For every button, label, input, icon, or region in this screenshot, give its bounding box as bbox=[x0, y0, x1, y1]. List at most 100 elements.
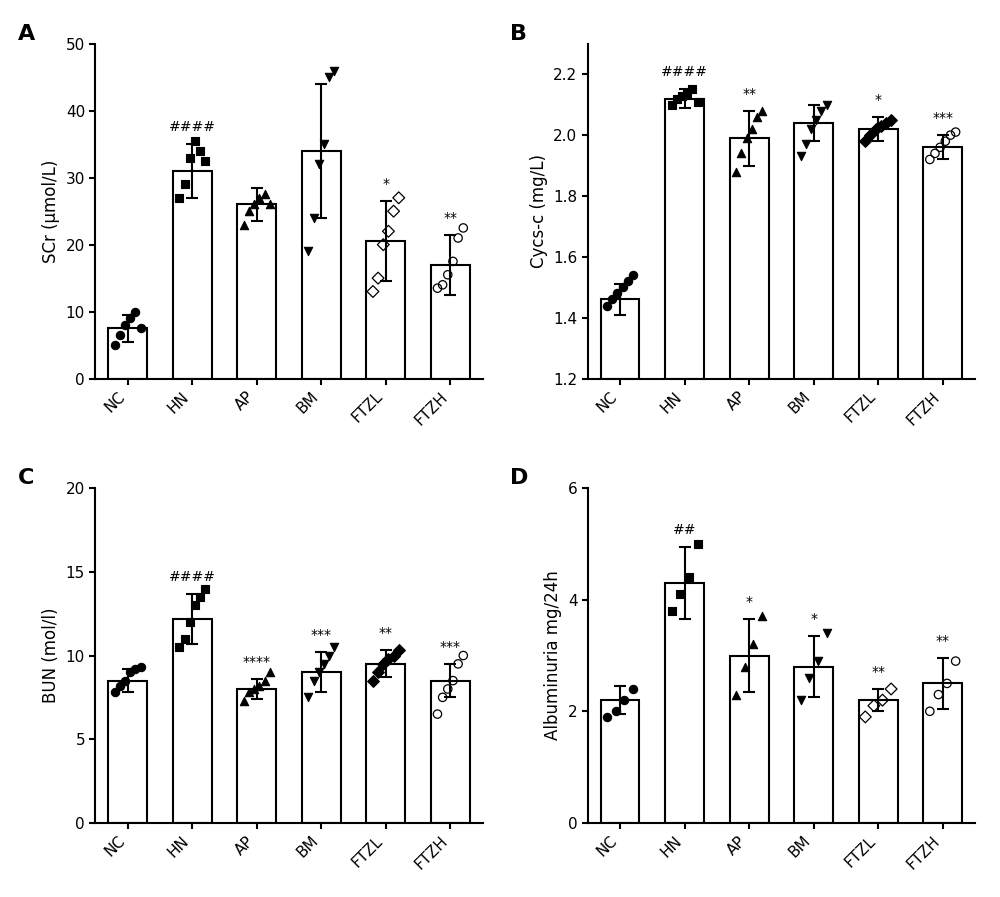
Bar bbox=[173, 619, 212, 823]
Point bbox=[679, 85, 695, 100]
Point bbox=[754, 103, 770, 118]
Point bbox=[326, 640, 342, 654]
Point bbox=[455, 649, 471, 663]
Point bbox=[819, 626, 835, 640]
Point bbox=[435, 690, 451, 704]
Bar bbox=[237, 205, 276, 379]
Text: **: ** bbox=[443, 211, 457, 224]
Point bbox=[737, 659, 753, 674]
Point bbox=[808, 113, 824, 127]
Bar bbox=[730, 138, 769, 379]
Point bbox=[316, 137, 332, 152]
Point bbox=[311, 157, 327, 171]
Point bbox=[674, 89, 690, 103]
Point bbox=[690, 536, 706, 551]
Point bbox=[445, 254, 461, 268]
Point bbox=[326, 64, 342, 78]
Bar bbox=[794, 666, 833, 823]
Point bbox=[609, 286, 625, 300]
Text: ***: *** bbox=[440, 640, 461, 654]
Point bbox=[171, 191, 187, 205]
Point bbox=[197, 153, 213, 168]
Point bbox=[922, 704, 938, 718]
Point bbox=[616, 693, 632, 708]
Point bbox=[857, 134, 873, 148]
Point bbox=[122, 311, 138, 326]
Point bbox=[236, 693, 252, 708]
Point bbox=[321, 649, 337, 663]
Point bbox=[380, 652, 396, 666]
Point bbox=[615, 280, 631, 294]
Point bbox=[754, 609, 770, 623]
Point bbox=[429, 707, 445, 721]
Text: ##: ## bbox=[673, 523, 696, 536]
Bar bbox=[923, 684, 962, 823]
Text: *: * bbox=[746, 596, 753, 609]
Point bbox=[182, 614, 198, 629]
Point bbox=[948, 125, 964, 139]
Point bbox=[625, 268, 641, 283]
Point bbox=[262, 197, 278, 212]
Point bbox=[793, 693, 809, 708]
Point bbox=[669, 91, 685, 106]
Point bbox=[375, 657, 391, 671]
Point bbox=[440, 267, 456, 282]
Point bbox=[948, 654, 964, 668]
Point bbox=[375, 238, 391, 252]
Point bbox=[813, 103, 829, 118]
Point bbox=[868, 122, 884, 136]
Point bbox=[300, 690, 316, 704]
Point bbox=[241, 685, 257, 700]
Point bbox=[107, 338, 123, 353]
Point bbox=[112, 678, 128, 692]
Point bbox=[942, 128, 958, 143]
Point bbox=[171, 640, 187, 654]
Point bbox=[365, 674, 381, 688]
Point bbox=[450, 231, 466, 245]
Point bbox=[370, 665, 386, 679]
Point bbox=[177, 631, 193, 646]
Point bbox=[445, 674, 461, 688]
Point bbox=[386, 204, 402, 218]
Point bbox=[922, 152, 938, 167]
Point bbox=[932, 140, 948, 154]
Y-axis label: SCr (μmol/L): SCr (μmol/L) bbox=[42, 160, 60, 263]
Y-axis label: BUN (mol/l): BUN (mol/l) bbox=[42, 608, 60, 703]
Bar bbox=[794, 123, 833, 379]
Point bbox=[939, 676, 955, 691]
Point bbox=[197, 581, 213, 596]
Point bbox=[311, 665, 327, 679]
Point bbox=[122, 665, 138, 679]
Bar bbox=[108, 328, 147, 379]
Point bbox=[801, 671, 817, 685]
Text: D: D bbox=[510, 468, 529, 488]
Point bbox=[429, 281, 445, 295]
Text: **: ** bbox=[936, 634, 950, 649]
Point bbox=[246, 682, 262, 696]
Bar bbox=[859, 701, 898, 823]
Text: ***: *** bbox=[311, 628, 332, 642]
Point bbox=[878, 116, 894, 130]
Point bbox=[241, 204, 257, 218]
Bar bbox=[431, 265, 470, 379]
Point bbox=[177, 178, 193, 192]
Point bbox=[604, 292, 620, 307]
Bar bbox=[366, 664, 405, 823]
Point bbox=[187, 598, 203, 613]
Bar bbox=[366, 241, 405, 379]
Point bbox=[236, 217, 252, 231]
Point bbox=[450, 657, 466, 671]
Text: *: * bbox=[875, 92, 882, 107]
Point bbox=[133, 660, 149, 675]
Point bbox=[127, 662, 143, 676]
Point bbox=[664, 98, 680, 112]
Y-axis label: Albuminuria mg/24h: Albuminuria mg/24h bbox=[544, 570, 562, 740]
Point bbox=[187, 134, 203, 148]
Point bbox=[599, 299, 615, 313]
Point bbox=[883, 113, 899, 127]
Point bbox=[107, 685, 123, 700]
Point bbox=[117, 318, 133, 332]
Point bbox=[749, 109, 765, 124]
Point bbox=[380, 224, 396, 239]
Point bbox=[862, 128, 878, 143]
